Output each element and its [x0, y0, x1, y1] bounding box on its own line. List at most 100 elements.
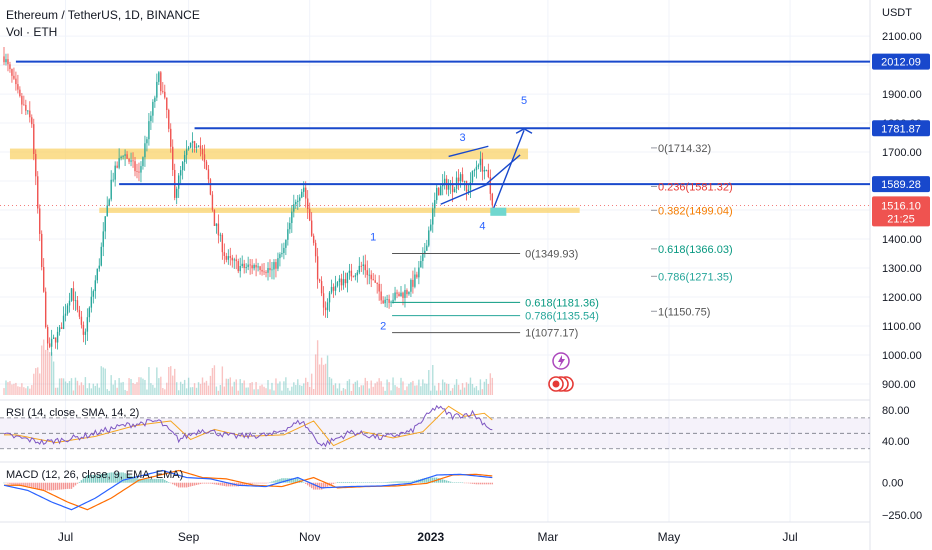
volume-bar: [269, 389, 271, 395]
volume-bar: [257, 389, 259, 395]
candle-body: [414, 274, 416, 287]
channel-lower-line: [440, 183, 489, 205]
macd-histogram-bar: [338, 481, 341, 483]
candle-body: [39, 208, 41, 234]
candle-body: [457, 177, 460, 182]
volume-bar: [48, 352, 51, 395]
macd-histogram-bar: [21, 482, 23, 487]
candle-body: [80, 316, 83, 325]
macd-histogram-bar: [336, 481, 339, 483]
volume-bar: [438, 382, 440, 395]
macd-histogram-bar: [412, 480, 414, 483]
horizontal-levels[interactable]: [15, 60, 870, 186]
macd-histogram-bar: [74, 482, 77, 486]
volume-bar: [430, 390, 432, 395]
volume-bar: [191, 387, 194, 395]
fibonacci-retracements[interactable]: 0(1714.32) 0.236(1581.32) 0.382(1499.04) 0.…: [392, 143, 733, 340]
macd-histogram-bar: [307, 482, 309, 486]
candle-body: [275, 262, 277, 269]
volume-bar: [211, 368, 214, 395]
candle-body: [158, 72, 160, 82]
volume-bar: [27, 386, 29, 395]
candle-body: [487, 169, 490, 178]
volume-bar: [124, 389, 126, 395]
volume-bar: [447, 383, 450, 395]
macd-histogram-bar: [166, 481, 168, 483]
macd-histogram-bar: [174, 482, 176, 486]
candle-body: [269, 267, 271, 271]
candle-body: [152, 101, 154, 116]
macd-histogram-bar: [340, 481, 343, 483]
macd-histogram-bar: [305, 482, 307, 484]
candle-body: [98, 265, 100, 269]
countdown-text: 21:25: [887, 213, 915, 225]
candle-body: [162, 91, 164, 92]
wave-drawings[interactable]: 1 2 3 4 5: [370, 95, 533, 333]
volume-bar: [265, 388, 267, 395]
candle-body: [217, 223, 220, 236]
macd-histogram-bar: [312, 482, 315, 490]
volume-bar: [223, 386, 226, 395]
wave-label: 2: [380, 321, 386, 333]
candle-body: [297, 200, 299, 202]
candle-body: [259, 266, 261, 270]
macd-histogram-bar: [209, 482, 212, 484]
volume-bar: [279, 381, 281, 395]
candle-body: [265, 272, 267, 274]
macd-histogram-bar: [183, 482, 186, 488]
volume-bar: [229, 377, 231, 395]
macd-histogram-bar: [43, 482, 45, 491]
candle-body: [299, 197, 301, 201]
volume-bar: [116, 387, 118, 395]
macd-histogram-bar: [9, 482, 11, 484]
macd-histogram-bar: [324, 482, 327, 488]
volume-bar: [308, 386, 311, 395]
macd-histogram-bar: [263, 482, 265, 484]
volume-bar: [402, 381, 404, 395]
macd-histogram-bar: [410, 481, 412, 483]
macd-histogram-bar: [126, 474, 128, 483]
volume-bar: [390, 390, 392, 395]
macd-histogram-bar: [175, 482, 178, 487]
macd-histogram-bar: [177, 482, 180, 488]
volume-bar: [273, 390, 275, 395]
volume-bar: [352, 383, 355, 395]
macd-histogram-bar: [48, 482, 51, 491]
candle-body: [94, 280, 97, 292]
candle-body: [291, 211, 293, 224]
candle-body: [104, 216, 106, 232]
volume-bar: [416, 385, 418, 395]
volume-bar: [301, 385, 303, 395]
volume-bar: [440, 390, 442, 395]
volume-bar: [382, 386, 384, 395]
candle-body: [120, 156, 122, 159]
macd-histogram-bar: [154, 478, 156, 483]
price-tick-label: 1400.00: [882, 234, 922, 246]
volume-bar: [479, 379, 482, 395]
candle-body: [235, 259, 237, 262]
wave-label: 3: [459, 132, 465, 144]
volume-bar: [102, 367, 104, 395]
event-icons[interactable]: [548, 352, 574, 392]
macd-histogram-bar: [44, 482, 47, 491]
volume-bar: [324, 363, 327, 395]
candle-body: [156, 81, 158, 98]
fib-level-label: 0.382(1499.04): [658, 205, 733, 217]
candle-body: [225, 255, 228, 260]
candle-body: [257, 266, 259, 268]
macd-histogram-bar: [434, 477, 436, 483]
candle-body: [229, 256, 231, 258]
volume-bar: [428, 370, 430, 395]
axes: USDT2100.002000.001900.001800.001700.001…: [58, 7, 930, 544]
macd-histogram-bar: [451, 482, 454, 483]
macd-histogram-bar: [374, 482, 376, 483]
candle-body: [443, 178, 446, 184]
volume-bar: [487, 383, 490, 395]
candle-body: [166, 97, 168, 110]
candle-body: [305, 187, 307, 199]
macd-histogram-bar: [104, 473, 106, 483]
macd-histogram-bar: [275, 480, 277, 483]
volume-bar: [3, 388, 5, 395]
macd-histogram-bar: [388, 481, 390, 483]
